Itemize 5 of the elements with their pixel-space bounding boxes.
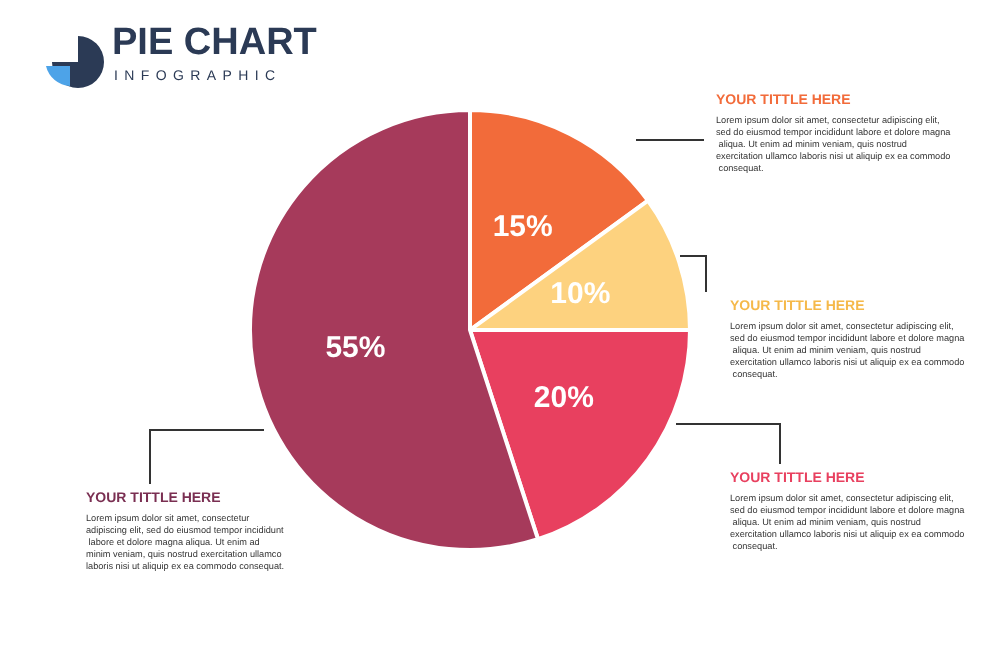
- data-label: 15%: [492, 209, 553, 244]
- data-label: 20%: [533, 381, 594, 416]
- chart-title: PIE CHART: [112, 22, 317, 64]
- data-label: 55%: [325, 331, 386, 366]
- data-label: 10%: [550, 277, 611, 312]
